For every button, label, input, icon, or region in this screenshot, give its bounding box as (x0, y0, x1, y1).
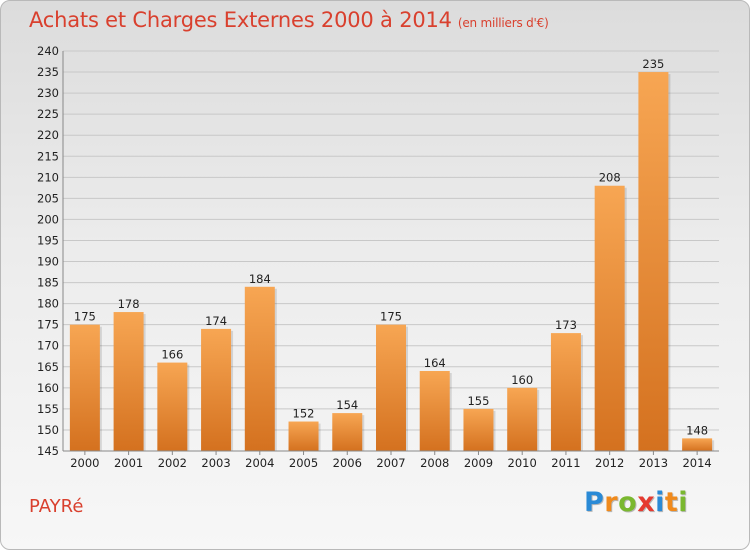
bar-value-label: 154 (336, 398, 358, 412)
bar-value-label: 175 (74, 310, 96, 324)
bar (638, 72, 669, 451)
x-tick-label: 2000 (70, 456, 99, 470)
bar (332, 413, 363, 451)
bar-value-label: 178 (118, 297, 140, 311)
logo-letter: P (584, 487, 605, 518)
y-tick-label: 190 (37, 255, 59, 269)
bar-value-label: 174 (205, 314, 227, 328)
y-tick-label: 230 (37, 86, 59, 100)
bar (69, 324, 100, 451)
x-tick-label: 2003 (201, 456, 230, 470)
x-tick-label: 2002 (158, 456, 187, 470)
y-tick-label: 240 (37, 44, 59, 58)
logo-letter: o (618, 487, 638, 518)
chart-title-row: Achats et Charges Externes 2000 à 2014 (e… (29, 8, 549, 32)
bar (550, 333, 581, 451)
x-tick-label: 2011 (551, 456, 580, 470)
bar (682, 438, 713, 451)
logo-letter: i (678, 487, 689, 518)
x-tick-label: 2001 (114, 456, 143, 470)
bar-value-label: 235 (642, 57, 664, 71)
y-tick-label: 225 (37, 107, 59, 121)
y-tick-label: 170 (37, 339, 59, 353)
y-tick-label: 195 (37, 233, 59, 247)
proxiti-logo: Proxiti (584, 487, 688, 518)
x-tick-label: 2014 (682, 456, 711, 470)
logo-letter: t (664, 487, 679, 518)
logo-letter: x (637, 487, 656, 518)
x-tick-label: 2007 (376, 456, 405, 470)
x-tick-label: 2008 (420, 456, 449, 470)
bar-value-label: 208 (599, 171, 621, 185)
x-tick-label: 2006 (333, 456, 362, 470)
y-tick-label: 160 (37, 381, 59, 395)
x-tick-label: 2004 (245, 456, 274, 470)
y-tick-label: 150 (37, 423, 59, 437)
bar-value-label: 164 (424, 356, 446, 370)
chart-subtitle: (en milliers d'€) (457, 16, 549, 30)
y-tick-label: 200 (37, 212, 59, 226)
y-tick-label: 175 (37, 318, 59, 332)
commune-name: PAYRé (29, 496, 84, 517)
y-tick-label: 145 (37, 444, 59, 458)
bar (419, 371, 450, 451)
bar-value-label: 173 (555, 318, 577, 332)
x-tick-label: 2005 (289, 456, 318, 470)
y-tick-label: 185 (37, 276, 59, 290)
bar-value-label: 148 (686, 423, 708, 437)
y-tick-label: 155 (37, 402, 59, 416)
bar-value-label: 175 (380, 310, 402, 324)
x-tick-label: 2009 (464, 456, 493, 470)
bar-value-label: 152 (293, 407, 315, 421)
bar (463, 408, 494, 451)
logo-letter: i (655, 487, 665, 518)
y-tick-label: 220 (37, 128, 59, 142)
logo-letter: r (604, 487, 619, 518)
y-tick-label: 180 (37, 297, 59, 311)
y-tick-label: 210 (37, 170, 59, 184)
bar-value-label: 155 (467, 394, 489, 408)
x-tick-label: 2012 (595, 456, 624, 470)
y-tick-label: 235 (37, 65, 59, 79)
x-tick-label: 2010 (508, 456, 537, 470)
bar-value-label: 184 (249, 272, 271, 286)
bar (157, 362, 188, 451)
x-tick-label: 2013 (639, 456, 668, 470)
chart-title: Achats et Charges Externes 2000 à 2014 (29, 8, 452, 32)
y-tick-label: 215 (37, 149, 59, 163)
bar (507, 387, 538, 451)
bar (594, 185, 625, 451)
bar-value-label: 160 (511, 373, 533, 387)
bar (288, 421, 319, 451)
bar (244, 286, 275, 451)
bar (376, 324, 406, 451)
bar (113, 312, 144, 451)
y-tick-label: 205 (37, 191, 59, 205)
bar-value-label: 166 (161, 348, 183, 362)
y-tick-label: 165 (37, 360, 59, 374)
bar (201, 328, 232, 451)
